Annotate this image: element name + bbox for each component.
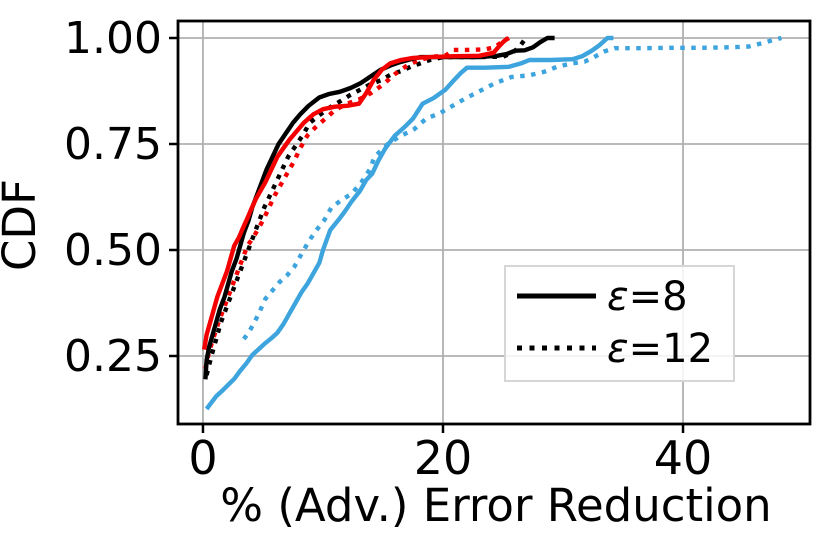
series-blue-solid-eps8 [204,35,614,411]
legend-label-eps12: ε=12 [607,326,713,372]
legend: ε=8 ε=12 [504,265,735,382]
x-axis-label: % (Adv.) Error Reduction [220,479,771,532]
plot-border [176,19,812,426]
y-tick-label-0.75: 0.75 [64,119,162,170]
series-red-dotted-eps12 [203,36,511,370]
legend-eps12-value: =12 [629,326,713,372]
series-black-dotted-eps12 [204,36,528,376]
series-black-solid-eps8 [203,35,555,380]
legend-eps8-symbol: ε [607,274,629,320]
legend-box [504,265,735,382]
x-tick-label-40: 40 [654,431,713,485]
y-tick-label-0.50: 0.50 [64,225,162,276]
x-tick-label-0: 0 [188,431,217,485]
gridlines [178,21,810,424]
series-blue-dotted-eps12 [242,35,782,341]
y-tick-label-1.00: 1.00 [64,13,162,64]
legend-eps8-value: =8 [629,274,688,320]
legend-eps12-symbol: ε [607,326,629,372]
series-red-solid-eps8 [202,36,510,350]
axis-ticks: 0 20 40 0.25 0.50 0.75 1.00 [64,13,712,485]
y-tick-label-0.25: 0.25 [64,331,162,382]
y-axis-label: CDF [0,179,46,271]
x-tick-label-20: 20 [414,431,473,485]
curves [202,35,782,411]
legend-label-eps8: ε=8 [607,274,688,320]
